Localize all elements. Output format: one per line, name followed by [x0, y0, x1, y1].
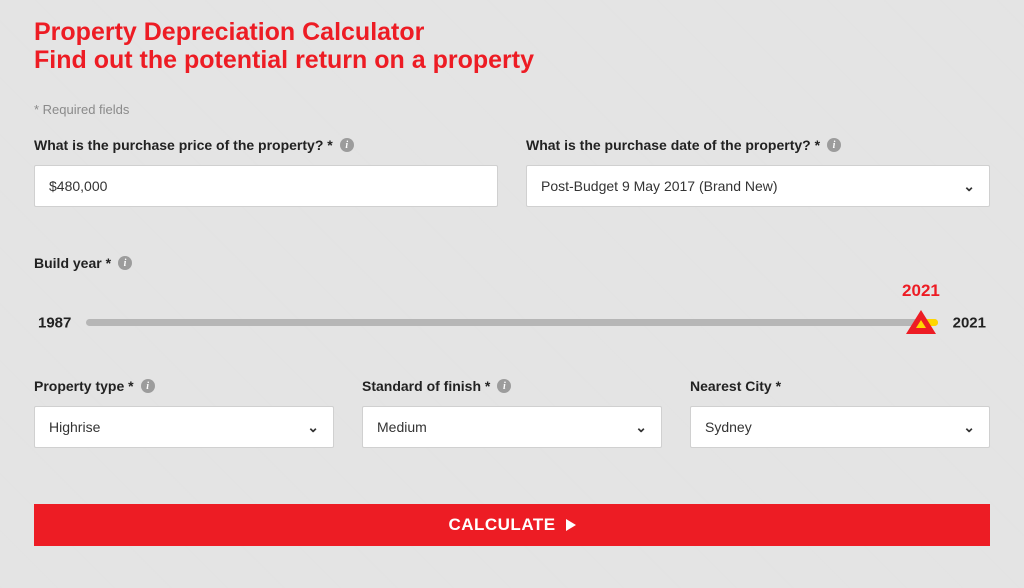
purchase-price-input[interactable]: $480,000: [34, 165, 498, 207]
play-icon: [566, 519, 576, 531]
build-year-value: 2021: [902, 281, 940, 301]
purchase-price-field: What is the purchase price of the proper…: [34, 137, 498, 207]
heading-line2: Find out the potential return on a prope…: [34, 46, 990, 74]
nearest-city-selected: Sydney: [705, 419, 752, 435]
standard-of-finish-select[interactable]: Medium ⌄: [362, 406, 662, 448]
standard-of-finish-field: Standard of finish * i Medium ⌄: [362, 378, 662, 448]
purchase-date-selected: Post-Budget 9 May 2017 (Brand New): [541, 178, 778, 194]
info-icon[interactable]: i: [141, 379, 155, 393]
chevron-down-icon: ⌄: [635, 419, 647, 436]
chevron-down-icon: ⌄: [963, 419, 975, 436]
calculate-label: CALCULATE: [448, 515, 555, 535]
standard-of-finish-label: Standard of finish * i: [362, 378, 662, 394]
slider-handle[interactable]: [906, 310, 936, 334]
info-icon[interactable]: i: [340, 138, 354, 152]
nearest-city-field: Nearest City * Sydney ⌄: [690, 378, 990, 448]
standard-of-finish-label-text: Standard of finish *: [362, 378, 490, 394]
page-heading: Property Depreciation Calculator Find ou…: [34, 18, 990, 74]
property-type-selected: Highrise: [49, 419, 100, 435]
info-icon[interactable]: i: [118, 256, 132, 270]
purchase-date-label-text: What is the purchase date of the propert…: [526, 137, 820, 153]
slider-min-label: 1987: [38, 314, 71, 331]
slider-max-label: 2021: [953, 314, 986, 331]
nearest-city-label: Nearest City *: [690, 378, 990, 394]
required-fields-note: * Required fields: [34, 102, 990, 117]
property-type-select[interactable]: Highrise ⌄: [34, 406, 334, 448]
purchase-date-field: What is the purchase date of the propert…: [526, 137, 990, 207]
standard-of-finish-selected: Medium: [377, 419, 427, 435]
nearest-city-label-text: Nearest City *: [690, 378, 781, 394]
property-type-label-text: Property type *: [34, 378, 134, 394]
build-year-slider[interactable]: 1987 2021: [86, 319, 938, 326]
purchase-price-label-text: What is the purchase price of the proper…: [34, 137, 333, 153]
nearest-city-select[interactable]: Sydney ⌄: [690, 406, 990, 448]
property-type-field: Property type * i Highrise ⌄: [34, 378, 334, 448]
info-icon[interactable]: i: [497, 379, 511, 393]
purchase-price-label: What is the purchase price of the proper…: [34, 137, 498, 153]
purchase-date-select[interactable]: Post-Budget 9 May 2017 (Brand New) ⌄: [526, 165, 990, 207]
property-type-label: Property type * i: [34, 378, 334, 394]
build-year-label-text: Build year *: [34, 255, 111, 271]
purchase-price-value: $480,000: [49, 178, 107, 194]
build-year-label: Build year * i: [34, 255, 990, 271]
calculate-button[interactable]: CALCULATE: [34, 504, 990, 546]
heading-line1: Property Depreciation Calculator: [34, 18, 990, 46]
purchase-date-label: What is the purchase date of the propert…: [526, 137, 990, 153]
chevron-down-icon: ⌄: [307, 419, 319, 436]
build-year-section: Build year * i 2021 1987 2021: [34, 255, 990, 326]
build-year-slider-wrap: 2021 1987 2021: [34, 283, 990, 326]
chevron-down-icon: ⌄: [963, 178, 975, 195]
info-icon[interactable]: i: [827, 138, 841, 152]
